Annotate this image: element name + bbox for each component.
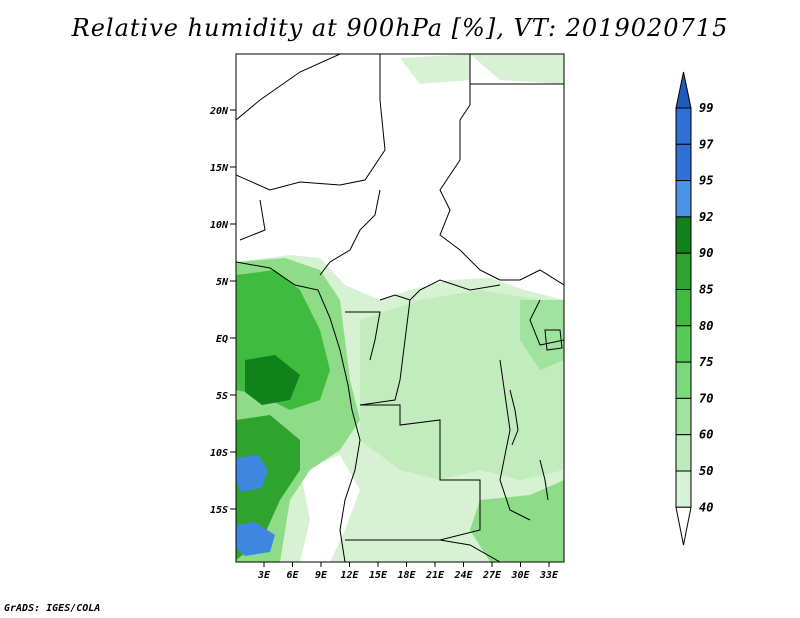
colorbar: 99 97 95 92 90 85 80 75 70 60 50 40 xyxy=(675,71,714,546)
coastline xyxy=(236,261,361,562)
colorbar-label: 99 xyxy=(699,101,713,115)
lon-label: 33E xyxy=(539,570,559,581)
colorbar-label: 97 xyxy=(699,137,714,151)
lat-label: 15S xyxy=(210,505,228,516)
chart-title: Relative humidity at 900hPa [%], VT: 201… xyxy=(71,14,729,42)
lat-label: 10N xyxy=(210,220,229,231)
colorbar-label: 95 xyxy=(699,174,713,188)
border-10 xyxy=(360,404,481,541)
lon-label: 24E xyxy=(453,570,473,581)
colorbar-bottom-arrow xyxy=(675,506,692,546)
saturated-area-1 xyxy=(236,455,268,492)
colorbar-swatch xyxy=(675,325,692,363)
border-8 xyxy=(345,311,381,361)
lon-label: 12E xyxy=(340,570,359,581)
lon-label: 6E xyxy=(286,570,299,581)
lat-label: 10S xyxy=(210,448,228,459)
country-borders xyxy=(236,54,564,562)
colorbar-swatch xyxy=(675,180,692,218)
colorbar-label: 80 xyxy=(699,319,713,333)
lon-label: 27E xyxy=(482,570,502,581)
colorbar-label: 70 xyxy=(699,391,713,405)
border-3 xyxy=(439,54,501,281)
colorbar-swatch xyxy=(675,143,692,182)
colorbar-swatch xyxy=(675,434,692,472)
lake-malawi xyxy=(539,459,549,501)
border-13 xyxy=(239,199,266,241)
lon-label: 21E xyxy=(425,570,445,581)
border-4 xyxy=(319,189,381,276)
humidity-area-north-1 xyxy=(400,54,470,84)
lon-label: 15E xyxy=(369,570,388,581)
dry-area-southwest xyxy=(300,455,360,562)
lat-label: 5S xyxy=(216,391,228,402)
longitude-axis: 3E 6E 9E 12E 15E 18E 21E 24E 27E 30E 33E xyxy=(257,562,559,581)
humidity-area-congo-basin xyxy=(360,290,564,480)
border-9 xyxy=(359,299,411,406)
colorbar-label: 75 xyxy=(699,355,713,369)
credit-label: GrADS: IGES/COLA xyxy=(4,603,101,614)
lat-label: 20N xyxy=(209,106,229,117)
border-11 xyxy=(499,359,531,521)
border-14 xyxy=(529,299,564,346)
colorbar-label: 85 xyxy=(699,283,713,297)
lat-label: 15N xyxy=(210,163,229,174)
colorbar-top-arrow xyxy=(675,71,692,109)
border-2 xyxy=(236,54,386,191)
map-frame xyxy=(235,53,565,563)
colorbar-label: 40 xyxy=(699,500,713,514)
colorbar-swatch xyxy=(675,252,692,290)
latitude-axis: 20N 15N 10N 5N EQ 5S 10S 15S xyxy=(209,106,236,516)
colorbar-swatch xyxy=(675,470,692,508)
lat-label: EQ xyxy=(216,334,228,345)
colorbar-swatch xyxy=(675,397,692,436)
colorbar-label: 92 xyxy=(699,210,713,224)
humidity-area-north-2 xyxy=(470,54,564,84)
colorbar-label: 60 xyxy=(699,428,713,442)
colorbar-swatch xyxy=(675,107,692,145)
lon-label: 30E xyxy=(510,570,530,581)
colorbar-swatch xyxy=(675,289,692,327)
lon-label: 18E xyxy=(397,570,416,581)
border-1 xyxy=(236,54,341,121)
lake-tanganyika xyxy=(509,389,519,446)
border-6 xyxy=(500,269,564,286)
border-12 xyxy=(345,539,501,562)
colorbar-label: 90 xyxy=(699,246,713,260)
lon-label: 3E xyxy=(257,570,271,581)
humidity-field xyxy=(236,54,564,562)
saturated-area-2 xyxy=(236,522,275,556)
humidity-area-southeast xyxy=(470,480,564,562)
colorbar-swatch xyxy=(675,216,692,254)
colorbar-swatch xyxy=(675,361,692,399)
border-7 xyxy=(379,279,501,301)
lon-label: 9E xyxy=(315,570,328,581)
lat-label: 5N xyxy=(216,277,229,288)
lake-victoria xyxy=(544,329,563,351)
humidity-area-darkest xyxy=(245,355,300,405)
colorbar-label: 50 xyxy=(699,464,713,478)
